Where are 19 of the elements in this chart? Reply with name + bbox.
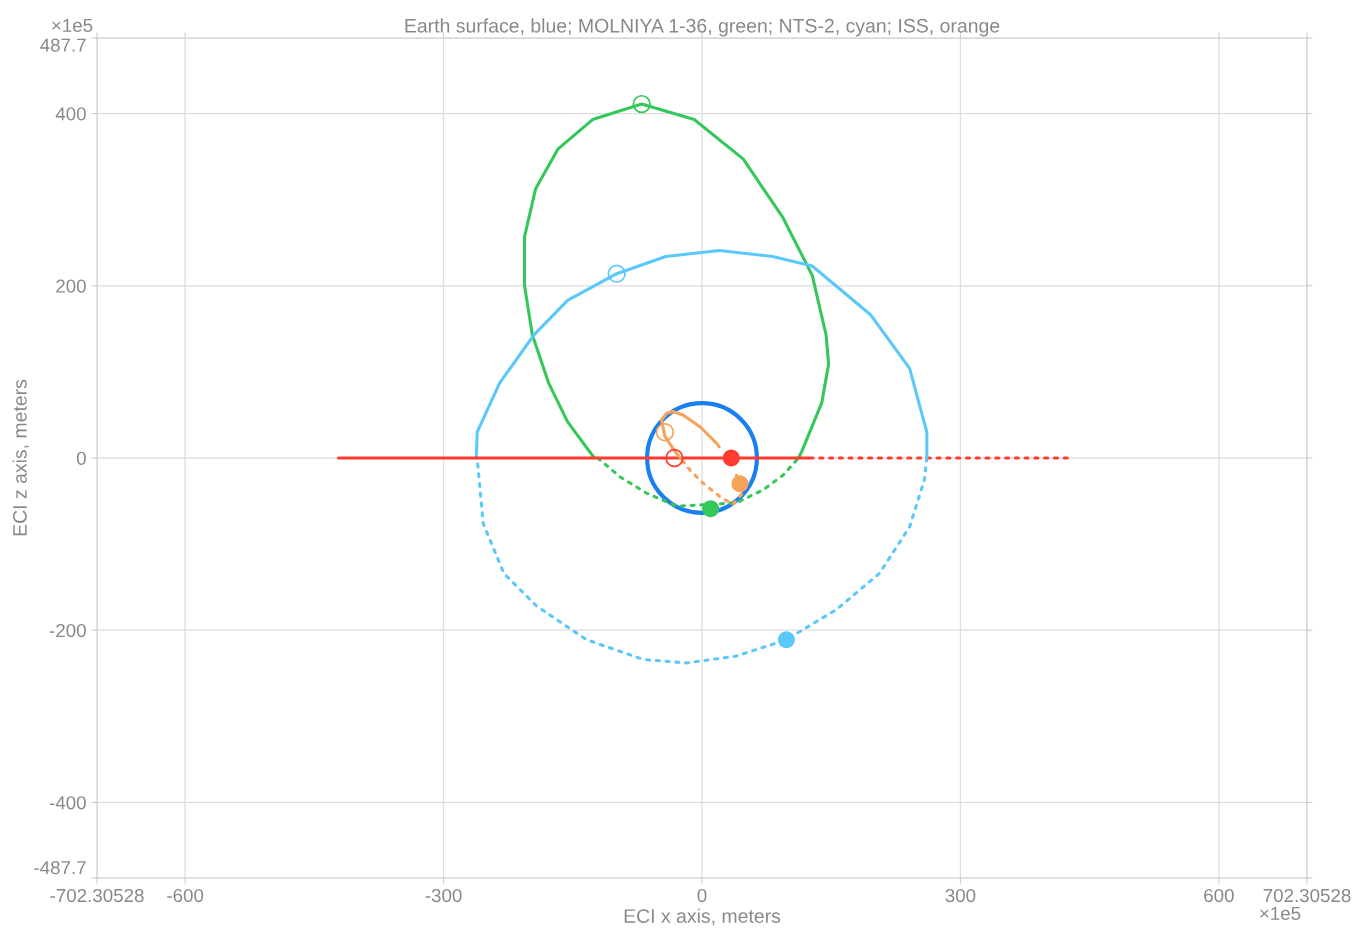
y-tick-label: 487.7 [40,38,86,52]
y-tick-label: 400 [55,107,86,121]
x-tick-label: 702.30528 [1263,888,1351,903]
x-tick-label: 0 [697,888,707,903]
y-tick-label: -200 [49,623,86,638]
text: ×1e5 [52,18,93,33]
x-tick-label: -702.30528 [50,888,144,903]
x-tick-label: -600 [167,888,204,903]
text: ×1e5 [1260,906,1301,921]
chart-title: Earth surface, blue; MOLNIYA 1-36, green; NTS-2, cyan; ISS, orange [405,18,1000,37]
y-axis-title: ECI z axis, meters [12,379,30,536]
y-tick-label: -400 [49,796,86,810]
y-tick-label: -487.7 [34,861,86,875]
x-tick-label: 300 [945,888,976,903]
x-tick-label: -300 [425,888,462,903]
y-tick-label: 0 [76,451,86,465]
y-tick-label: 200 [56,279,86,293]
x-axis-title: ECI x axis, meters [624,908,781,926]
x-tick-label: 600 [1204,888,1234,903]
